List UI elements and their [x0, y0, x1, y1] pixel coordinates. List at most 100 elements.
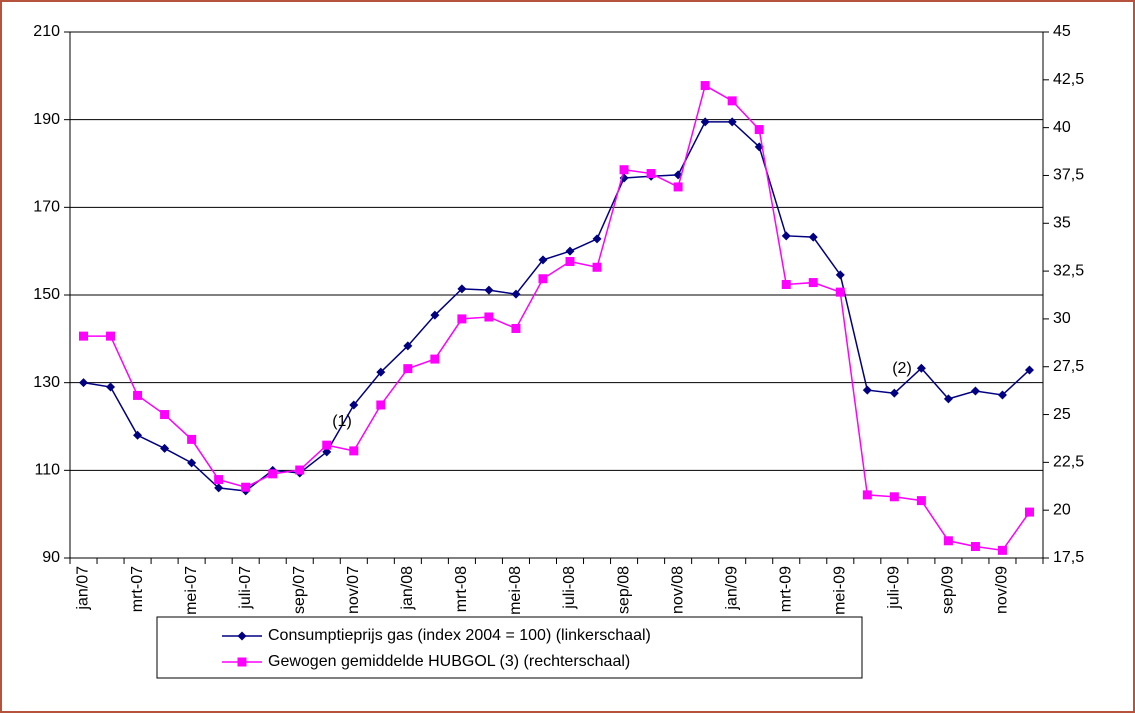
y2-tick-label: 35: [1053, 214, 1071, 231]
data-point: [862, 490, 872, 500]
data-point: [349, 446, 359, 456]
y2-tick-label: 30: [1053, 310, 1071, 327]
x-tick-label: sep/08: [615, 566, 632, 614]
data-point: [916, 496, 926, 506]
data-point: [1024, 507, 1034, 517]
data-point: [79, 331, 89, 341]
x-tick-label: jan/09: [723, 566, 740, 611]
data-point: [538, 255, 548, 265]
data-point: [808, 232, 818, 242]
data-point: [322, 447, 332, 457]
data-point: [484, 312, 494, 322]
y-tick-label: 150: [33, 286, 60, 303]
data-point: [997, 390, 1007, 400]
data-point: [214, 483, 224, 493]
x-tick-label: sep/09: [940, 566, 957, 614]
y2-tick-label: 22,5: [1053, 454, 1084, 471]
x-tick-label: jan/08: [399, 566, 416, 611]
data-point: [430, 354, 440, 364]
x-tick-label: juli-09: [886, 566, 903, 610]
x-tick-label: mei-09: [832, 566, 849, 615]
data-point: [538, 274, 548, 284]
data-point: [106, 382, 116, 392]
data-point: [511, 289, 521, 299]
y2-tick-label: 32,5: [1053, 262, 1084, 279]
data-point: [943, 536, 953, 546]
data-point: [430, 310, 440, 320]
data-point: [862, 385, 872, 395]
y2-tick-label: 27,5: [1053, 358, 1084, 375]
x-tick-label: mrt-08: [453, 566, 470, 612]
data-point: [916, 363, 926, 373]
data-point: [592, 234, 602, 244]
data-point: [349, 400, 359, 410]
x-tick-label: sep/07: [291, 566, 308, 614]
legend-marker: [237, 657, 247, 667]
x-tick-label: mei-08: [507, 566, 524, 615]
data-point: [187, 434, 197, 444]
data-point: [160, 443, 170, 453]
data-point: [457, 284, 467, 294]
data-point: [889, 492, 899, 502]
y2-tick-label: 17,5: [1053, 549, 1084, 566]
legend-box: [156, 616, 863, 679]
x-tick-label: nov/07: [345, 566, 362, 614]
data-point: [700, 117, 710, 127]
data-point: [970, 386, 980, 396]
data-point: [565, 246, 575, 256]
y-tick-label: 210: [33, 23, 60, 40]
legend-label: Consumptieprijs gas (index 2004 = 100) (…: [268, 627, 651, 644]
data-point: [565, 257, 575, 267]
data-point: [376, 367, 386, 377]
data-point: [403, 364, 413, 374]
data-point: [700, 81, 710, 91]
data-point: [673, 182, 683, 192]
y-tick-label: 130: [33, 374, 60, 391]
x-tick-label: juli-07: [237, 566, 254, 610]
data-point: [187, 458, 197, 468]
y-tick-label: 90: [42, 549, 60, 566]
y-tick-label: 170: [33, 199, 60, 216]
data-point: [268, 469, 278, 479]
y2-tick-label: 45: [1053, 23, 1071, 40]
data-point: [322, 440, 332, 450]
y2-tick-label: 20: [1053, 501, 1071, 518]
data-point: [511, 323, 521, 333]
data-point: [214, 475, 224, 485]
data-point: [943, 394, 953, 404]
annotation: (2): [892, 360, 912, 377]
data-point: [592, 262, 602, 272]
data-point: [781, 279, 791, 289]
data-point: [484, 285, 494, 295]
data-point: [1024, 365, 1034, 375]
data-point: [457, 314, 467, 324]
data-point: [835, 287, 845, 297]
x-tick-label: jan/07: [75, 566, 92, 611]
y2-tick-label: 40: [1053, 119, 1071, 136]
data-point: [727, 96, 737, 106]
data-point: [808, 278, 818, 288]
data-point: [970, 542, 980, 552]
x-tick-label: nov/08: [669, 566, 686, 614]
annotation: (1): [332, 413, 352, 430]
data-point: [754, 125, 764, 135]
data-point: [889, 388, 899, 398]
data-point: [376, 400, 386, 410]
data-point: [727, 117, 737, 127]
data-point: [133, 430, 143, 440]
data-point: [835, 270, 845, 280]
y2-tick-label: 25: [1053, 406, 1071, 423]
data-point: [646, 169, 656, 179]
y2-tick-label: 37,5: [1053, 167, 1084, 184]
series-line: [83, 84, 1031, 552]
data-point: [106, 331, 116, 341]
y-tick-label: 110: [34, 462, 60, 479]
x-tick-label: mrt-09: [777, 566, 794, 612]
data-point: [241, 482, 251, 492]
x-tick-label: nov/09: [994, 566, 1011, 614]
x-tick-label: mei-07: [183, 566, 200, 615]
data-point: [79, 378, 89, 388]
legend-label: Gewogen gemiddelde HUBGOL (3) (rechtersc…: [268, 653, 630, 670]
y-tick-label: 190: [33, 111, 60, 128]
